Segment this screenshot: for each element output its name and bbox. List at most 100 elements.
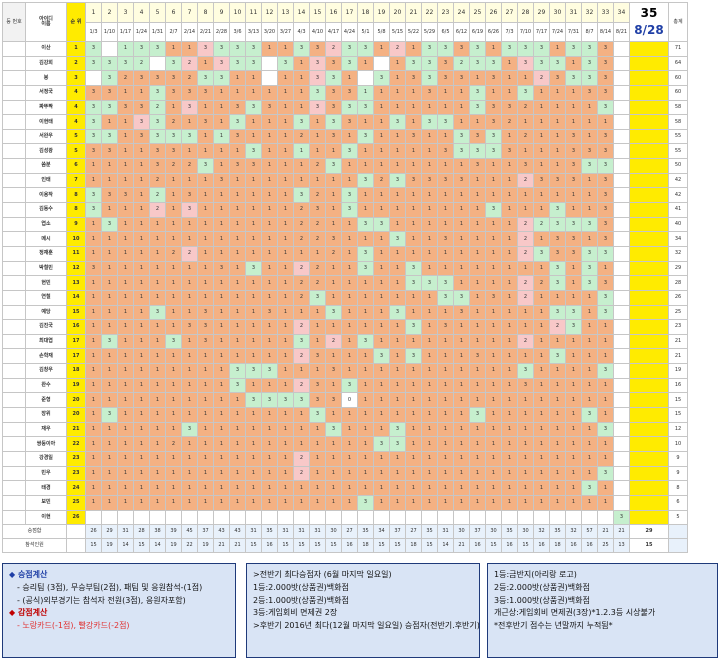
score-cell: 1 — [389, 377, 406, 394]
score-cell: 1 — [213, 114, 230, 130]
score-cell: 1 — [133, 84, 150, 101]
score-cell: 1 — [533, 363, 550, 379]
score-cell — [357, 70, 374, 86]
score-cell: 3 — [597, 158, 614, 174]
score-cell: 1 — [565, 421, 582, 438]
score-cell: 1 — [405, 41, 422, 57]
score-cell: 1 — [181, 216, 198, 233]
week-header: 34 8/21 — [613, 2, 630, 42]
score-cell: 3 — [245, 41, 262, 57]
score-cell: 1 — [421, 216, 438, 233]
score-cell: 3 — [325, 304, 342, 321]
score-cell: 1 — [549, 465, 566, 482]
score-cell: 1 — [277, 172, 294, 189]
score-cell: 1 — [277, 187, 294, 204]
score-cell: 3 — [357, 260, 374, 277]
player-name: 연철 — [25, 289, 67, 306]
score-cell: 1 — [117, 158, 134, 174]
score-cell — [101, 41, 118, 57]
score-cell: 2 — [309, 216, 326, 233]
score-cell: 1 — [149, 392, 166, 409]
score-cell: 3 — [437, 114, 454, 130]
score-cell — [613, 41, 630, 57]
penalty-rule: - 노랑카드(-1점), 빨강카드(-2점) — [17, 621, 130, 631]
score-cell: 1 — [149, 275, 166, 291]
score-cell: 1 — [389, 465, 406, 482]
player-total: 29 — [668, 260, 688, 277]
score-sum-row-value: 35 — [501, 524, 518, 540]
score-cell: 1 — [181, 450, 198, 467]
score-sum-row-value: 37 — [389, 524, 406, 540]
score-cell: 1 — [469, 450, 486, 467]
current-week-cell — [629, 450, 669, 467]
score-sum-row-value: 32 — [533, 524, 550, 540]
score-cell: 1 — [533, 392, 550, 409]
score-cell: 3 — [469, 55, 486, 72]
score-cell: 3 — [565, 304, 582, 321]
score-cell: 3 — [101, 407, 118, 423]
score-cell: 1 — [517, 480, 534, 496]
score-cell: 2 — [181, 158, 198, 174]
score-cell: 1 — [373, 494, 390, 511]
score-cell: 1 — [485, 187, 502, 204]
score-cell: 1 — [85, 407, 102, 423]
score-cell: 3 — [517, 84, 534, 101]
score-cell: 1 — [373, 143, 390, 160]
score-cell: 1 — [213, 348, 230, 365]
score-cell — [613, 143, 630, 160]
score-cell — [613, 333, 630, 350]
week-number: 13 — [278, 3, 293, 23]
score-cell: 1 — [261, 260, 278, 277]
player-name: 박철민 — [25, 260, 67, 277]
score-cell: 3 — [565, 128, 582, 145]
score-cell: 1 — [389, 480, 406, 496]
week-date: 7/31 — [567, 29, 580, 35]
score-cell: 1 — [453, 377, 470, 394]
score-cell: 1 — [181, 114, 198, 130]
score-cell: 3 — [389, 172, 406, 189]
score-cell: 1 — [213, 377, 230, 394]
score-cell: 1 — [245, 450, 262, 467]
score-cell: 1 — [101, 319, 118, 335]
score-cell: 1 — [181, 407, 198, 423]
score-cell: 1 — [101, 289, 118, 306]
score-cell: 3 — [357, 172, 374, 189]
score-cell: 1 — [213, 158, 230, 174]
score-cell: 3 — [341, 202, 358, 218]
score-cell: 1 — [469, 245, 486, 262]
score-cell: 1 — [389, 392, 406, 409]
score-cell: 3 — [117, 99, 134, 116]
score-cell: 1 — [229, 70, 246, 86]
current-week-cell — [629, 392, 669, 409]
player-row: 이산 1 3 1 3 3 1 1 3 3 3 3 1 1 3 3 2 3 3 1 2 1 3 3 3 3 1 3 3 3 1 3 3 3 71 — [2, 41, 688, 57]
attendance-row-value: 15 — [293, 538, 310, 554]
score-cell: 3 — [197, 158, 214, 174]
score-sum-row-value: 37 — [197, 524, 214, 540]
week-number: 4 — [134, 3, 149, 23]
player-name: 이용작 — [25, 187, 67, 204]
score-cell: 3 — [341, 99, 358, 116]
score-cell — [613, 494, 630, 511]
score-cell: 3 — [373, 70, 390, 86]
score-cell: 1 — [485, 377, 502, 394]
score-cell: 1 — [197, 377, 214, 394]
score-cell: 1 — [117, 494, 134, 511]
score-cell: 1 — [357, 187, 374, 204]
score-cell: 1 — [85, 450, 102, 467]
score-cell: 1 — [453, 260, 470, 277]
attendance-row-value: 18 — [357, 538, 374, 554]
score-cell: 1 — [85, 348, 102, 365]
score-cell: 1 — [309, 172, 326, 189]
score-cell: 1 — [261, 436, 278, 452]
score-cell: 1 — [533, 84, 550, 101]
player-number — [2, 289, 26, 306]
player-row: 현민 13 1 1 1 1 1 1 1 1 1 1 1 1 1 2 2 1 1 1 1 1 3 3 3 1 1 1 1 2 2 3 1 3 3 28 — [2, 275, 688, 291]
score-cell: 1 — [277, 289, 294, 306]
score-cell: 1 — [373, 333, 390, 350]
score-cell: 1 — [437, 377, 454, 394]
player-rank: 7 — [66, 172, 86, 189]
week-header: 10 3/6 — [229, 2, 246, 42]
score-cell: 1 — [309, 245, 326, 262]
score-cell: 1 — [485, 348, 502, 365]
score-cell: 1 — [261, 245, 278, 262]
